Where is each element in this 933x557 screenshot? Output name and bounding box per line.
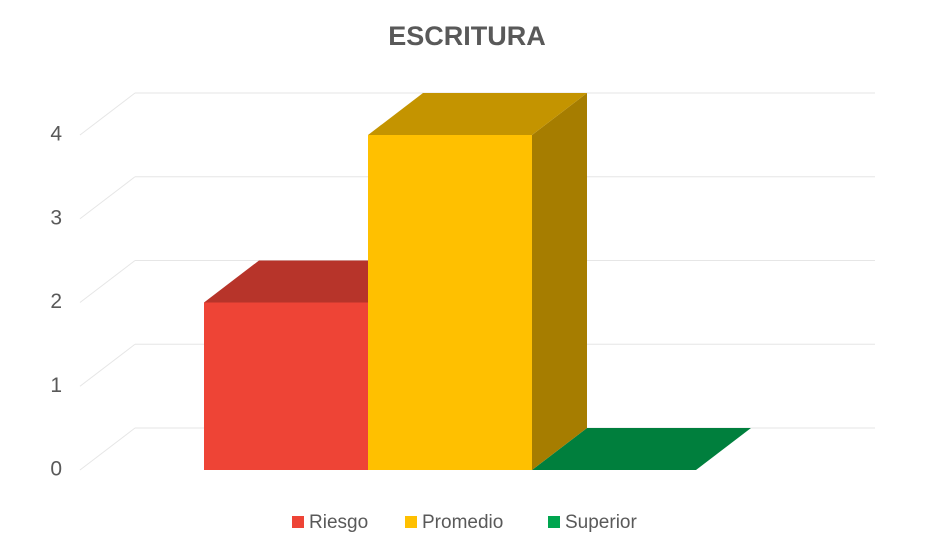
- legend-swatch: [405, 516, 417, 528]
- bar: [204, 302, 368, 470]
- grid-line: [79, 260, 136, 303]
- y-tick-label: 3: [50, 206, 62, 229]
- legend-label: Riesgo: [309, 512, 368, 533]
- y-tick-label: 2: [50, 290, 62, 313]
- grid-line: [79, 427, 136, 471]
- bar-side: [532, 93, 587, 470]
- legend-label: Promedio: [422, 512, 503, 533]
- y-tick-label: 0: [50, 458, 62, 481]
- bar-top: [532, 428, 751, 470]
- y-tick-label: 4: [50, 123, 62, 146]
- grid-line: [79, 176, 136, 220]
- grid-line: [79, 343, 136, 387]
- legend-swatch: [292, 516, 304, 528]
- y-tick-label: 1: [50, 374, 62, 397]
- bar-top: [368, 93, 587, 135]
- bar: [368, 135, 532, 470]
- grid-line: [79, 92, 136, 136]
- legend-label: Superior: [565, 512, 637, 533]
- chart-title: ESCRITURA: [388, 21, 546, 51]
- legend-swatch: [548, 516, 560, 528]
